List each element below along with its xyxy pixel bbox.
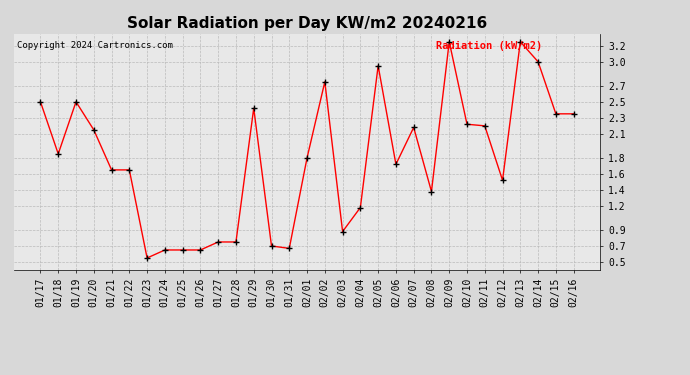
Title: Solar Radiation per Day KW/m2 20240216: Solar Radiation per Day KW/m2 20240216: [127, 16, 487, 31]
Text: Copyright 2024 Cartronics.com: Copyright 2024 Cartronics.com: [17, 41, 172, 50]
Text: Radiation (kW/m2): Radiation (kW/m2): [436, 41, 542, 51]
